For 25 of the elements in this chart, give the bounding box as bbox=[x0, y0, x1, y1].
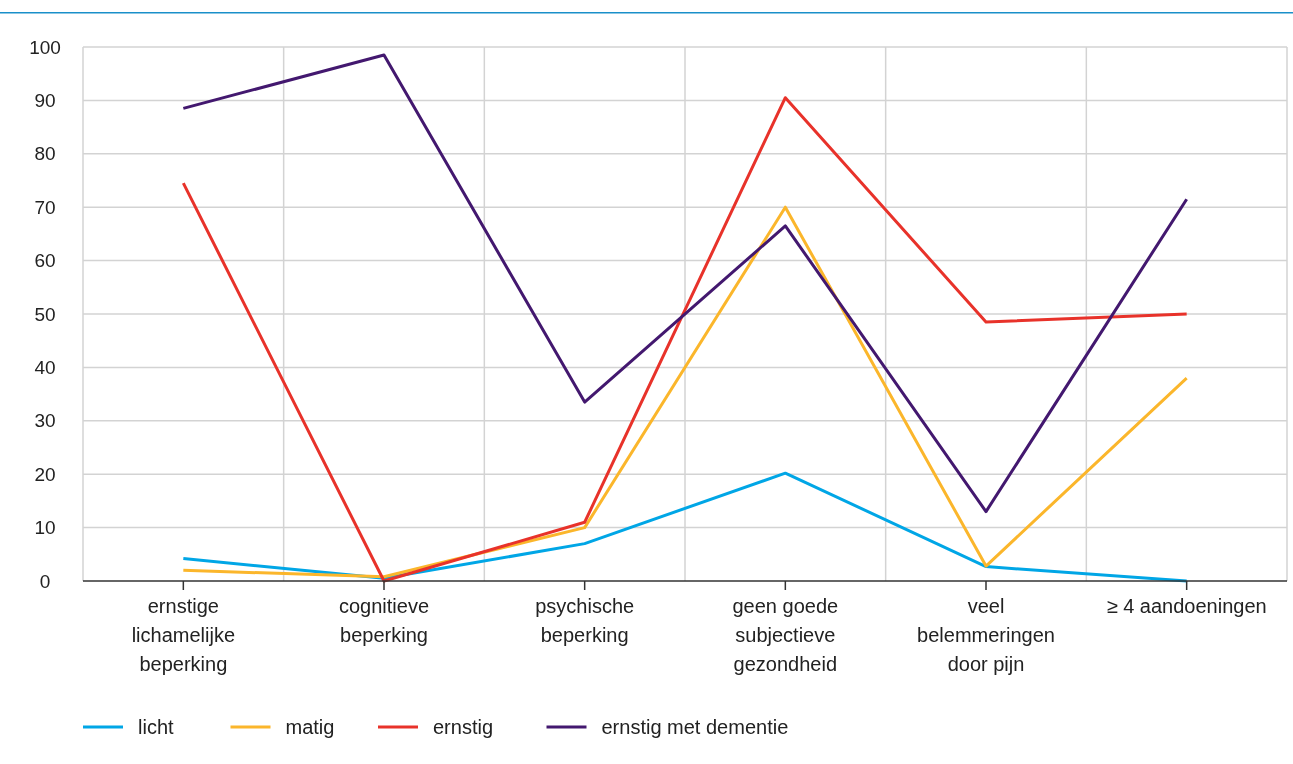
legend-label: ernstig met dementie bbox=[601, 716, 789, 738]
line-series bbox=[181, 96, 1189, 583]
x-tick-label: geen goede subjectieve gezondheid bbox=[732, 595, 839, 675]
legend-label: matig bbox=[285, 716, 335, 738]
y-tick-label: 70 bbox=[34, 196, 56, 218]
y-tick-label: 100 bbox=[29, 36, 61, 58]
y-tick-label: 60 bbox=[34, 250, 56, 272]
y-tick-label: 90 bbox=[34, 90, 56, 112]
x-tick-label: cognitieve beperking bbox=[338, 595, 430, 646]
x-tick-label: ≥ 4 aandoeningen bbox=[1106, 595, 1267, 617]
y-tick-label: 10 bbox=[34, 517, 56, 539]
line-series bbox=[181, 205, 1189, 579]
y-tick-label: 50 bbox=[34, 303, 56, 325]
x-tick-label: psychische beperking bbox=[535, 595, 635, 646]
legend-label: ernstig bbox=[433, 716, 494, 738]
y-tick-label: 0 bbox=[39, 570, 51, 592]
line-series bbox=[181, 53, 1189, 514]
legend-label: licht bbox=[138, 716, 175, 738]
y-tick-label: 20 bbox=[34, 463, 56, 485]
y-tick-label: 40 bbox=[34, 357, 56, 379]
y-tick-label: 30 bbox=[34, 410, 56, 432]
x-tick-label: ernstige lichamelijke beperking bbox=[131, 595, 236, 675]
x-tick-label: veel belemmeringen door pijn bbox=[917, 595, 1055, 675]
y-tick-label: 80 bbox=[34, 143, 56, 165]
line-series bbox=[181, 471, 1189, 583]
